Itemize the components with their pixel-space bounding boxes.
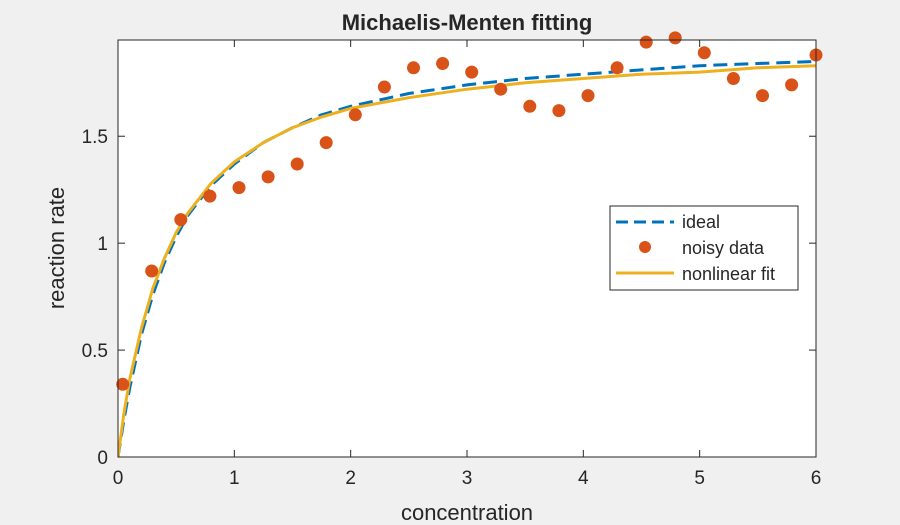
data-point-noisy-data (785, 78, 799, 92)
data-point-noisy-data (377, 80, 391, 94)
data-point-noisy-data (756, 89, 769, 103)
data-point-noisy-data (465, 65, 479, 79)
data-point-noisy-data (436, 57, 450, 70)
x-tick-label: 5 (694, 468, 705, 489)
legend: ideal noisy data nonlinear fit (609, 205, 799, 291)
legend-label-ideal: ideal (682, 212, 720, 232)
y-axis-label: reaction rate (44, 187, 69, 309)
data-point-noisy-data (668, 31, 682, 45)
data-point-noisy-data (290, 157, 304, 171)
data-point-noisy-data (203, 189, 217, 203)
data-point-noisy-data (407, 61, 420, 75)
ticks-layer: 0 1 2 3 4 5 6 0 0.5 1 1.5 (82, 40, 822, 489)
legend-swatch-noisy-data (639, 241, 651, 253)
legend-label-noisy-data: noisy data (682, 238, 765, 258)
y-tick-label: 1.5 (82, 127, 108, 148)
data-point-noisy-data (348, 108, 362, 122)
data-point-noisy-data (697, 46, 711, 60)
chart-title: Michaelis-Menten fitting (342, 10, 593, 35)
data-point-noisy-data (494, 82, 508, 96)
data-point-noisy-data (581, 89, 595, 103)
data-point-noisy-data (116, 377, 130, 391)
data-point-noisy-data (319, 136, 333, 150)
y-tick-label: 0 (97, 448, 108, 469)
x-tick-label: 6 (811, 468, 822, 489)
y-tick-label: 1 (97, 234, 108, 255)
y-tick-label: 0.5 (82, 341, 108, 362)
series-layer (116, 31, 823, 457)
data-point-noisy-data (726, 72, 740, 85)
x-axis-label: concentration (401, 500, 533, 525)
x-tick-label: 2 (345, 468, 356, 489)
data-point-noisy-data (523, 99, 537, 113)
x-tick-label: 0 (113, 468, 124, 489)
legend-label-nonlinear-fit: nonlinear fit (682, 264, 775, 284)
data-point-noisy-data (145, 264, 159, 278)
x-tick-label: 3 (462, 468, 473, 489)
x-tick-label: 1 (229, 468, 240, 489)
x-tick-label: 4 (578, 468, 589, 489)
data-point-noisy-data (610, 61, 624, 75)
data-point-noisy-data (232, 181, 246, 195)
data-point-noisy-data (174, 213, 188, 227)
data-point-noisy-data (639, 35, 653, 49)
data-point-noisy-data (552, 104, 566, 118)
series-line-nonlinear-fit (118, 64, 816, 457)
data-point-noisy-data (261, 170, 275, 184)
